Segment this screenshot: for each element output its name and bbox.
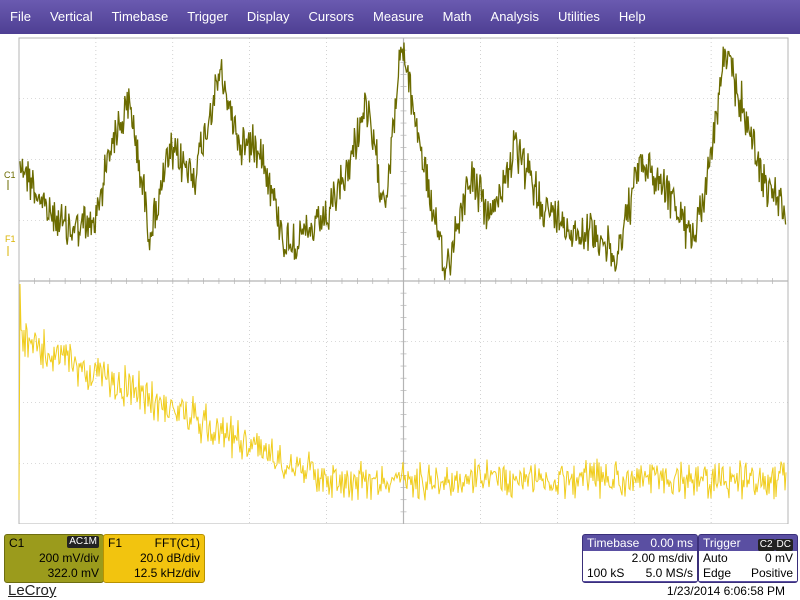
menu-vertical[interactable]: Vertical (49, 9, 93, 24)
scope-display: C1 F1 (4, 37, 789, 524)
menu-file[interactable]: File (10, 9, 31, 24)
timebase-label: Timebase (587, 536, 640, 550)
c1-label: C1 (9, 536, 25, 550)
menu-analysis[interactable]: Analysis (490, 9, 539, 24)
menu-cursors[interactable]: Cursors (308, 9, 355, 24)
f1-label: F1 (108, 536, 123, 550)
f1-marker[interactable]: F1 (5, 234, 16, 256)
f1-descriptor-box[interactable]: F1 FFT(C1) 20.0 dB/div 12.5 kHz/div (103, 534, 205, 583)
graticule (18, 37, 789, 524)
f1-hdiv: 12.5 kHz/div (133, 566, 200, 580)
trigger-level: 0 mV (764, 551, 793, 565)
c1-vdiv: 200 mV/div (38, 551, 99, 565)
c1-marker[interactable]: C1 (4, 170, 16, 190)
c1-waveform-trace (19, 42, 787, 281)
c1-coupling-badge: AC1M (67, 536, 99, 548)
trigger-type: Edge (703, 566, 732, 580)
c1-offset: 322.0 mV (47, 566, 99, 580)
menu-bar: File Vertical Timebase Trigger Display Cursor… (0, 0, 800, 34)
trigger-mode: Auto (703, 551, 728, 565)
trigger-label: Trigger (703, 536, 741, 550)
timebase-samples: 100 kS (587, 566, 625, 580)
timebase-tdiv: 2.00 ms/div (631, 551, 693, 565)
c1-marker-label: C1 (4, 170, 16, 180)
trigger-coupling-badge: DC (774, 539, 793, 551)
f1-function: FFT(C1) (154, 536, 200, 550)
trigger-slope: Positive (750, 566, 793, 580)
menu-trigger[interactable]: Trigger (187, 9, 228, 24)
f1-fft-trace (18, 283, 787, 501)
menu-help[interactable]: Help (618, 9, 646, 24)
f1-marker-label: F1 (5, 234, 16, 244)
trigger-source-coupling: C2 DC (757, 536, 793, 551)
status-panel: C1 AC1M 200 mV/div 322.0 mV F1 FFT(C1) 2… (0, 534, 800, 600)
timebase-descriptor-box[interactable]: Timebase 0.00 ms 2.00 ms/div 100 kS 5.0 … (582, 534, 698, 583)
menu-measure[interactable]: Measure (373, 9, 424, 24)
brand-logo: LeCroy (8, 582, 57, 599)
timebase-delay: 0.00 ms (650, 536, 693, 550)
c1-descriptor-box[interactable]: C1 AC1M 200 mV/div 322.0 mV (4, 534, 104, 583)
menu-display[interactable]: Display (246, 9, 290, 24)
trigger-source-badge: C2 (757, 539, 775, 551)
menu-math[interactable]: Math (442, 9, 472, 24)
f1-vdiv: 20.0 dB/div (139, 551, 200, 565)
date-time: 1/23/2014 6:06:58 PM (666, 584, 785, 598)
menu-timebase[interactable]: Timebase (111, 9, 169, 24)
timebase-rate: 5.0 MS/s (645, 566, 693, 580)
trigger-descriptor-box[interactable]: Trigger C2 DC Auto 0 mV Edge Positive (698, 534, 798, 583)
menu-utilities[interactable]: Utilities (557, 9, 600, 24)
